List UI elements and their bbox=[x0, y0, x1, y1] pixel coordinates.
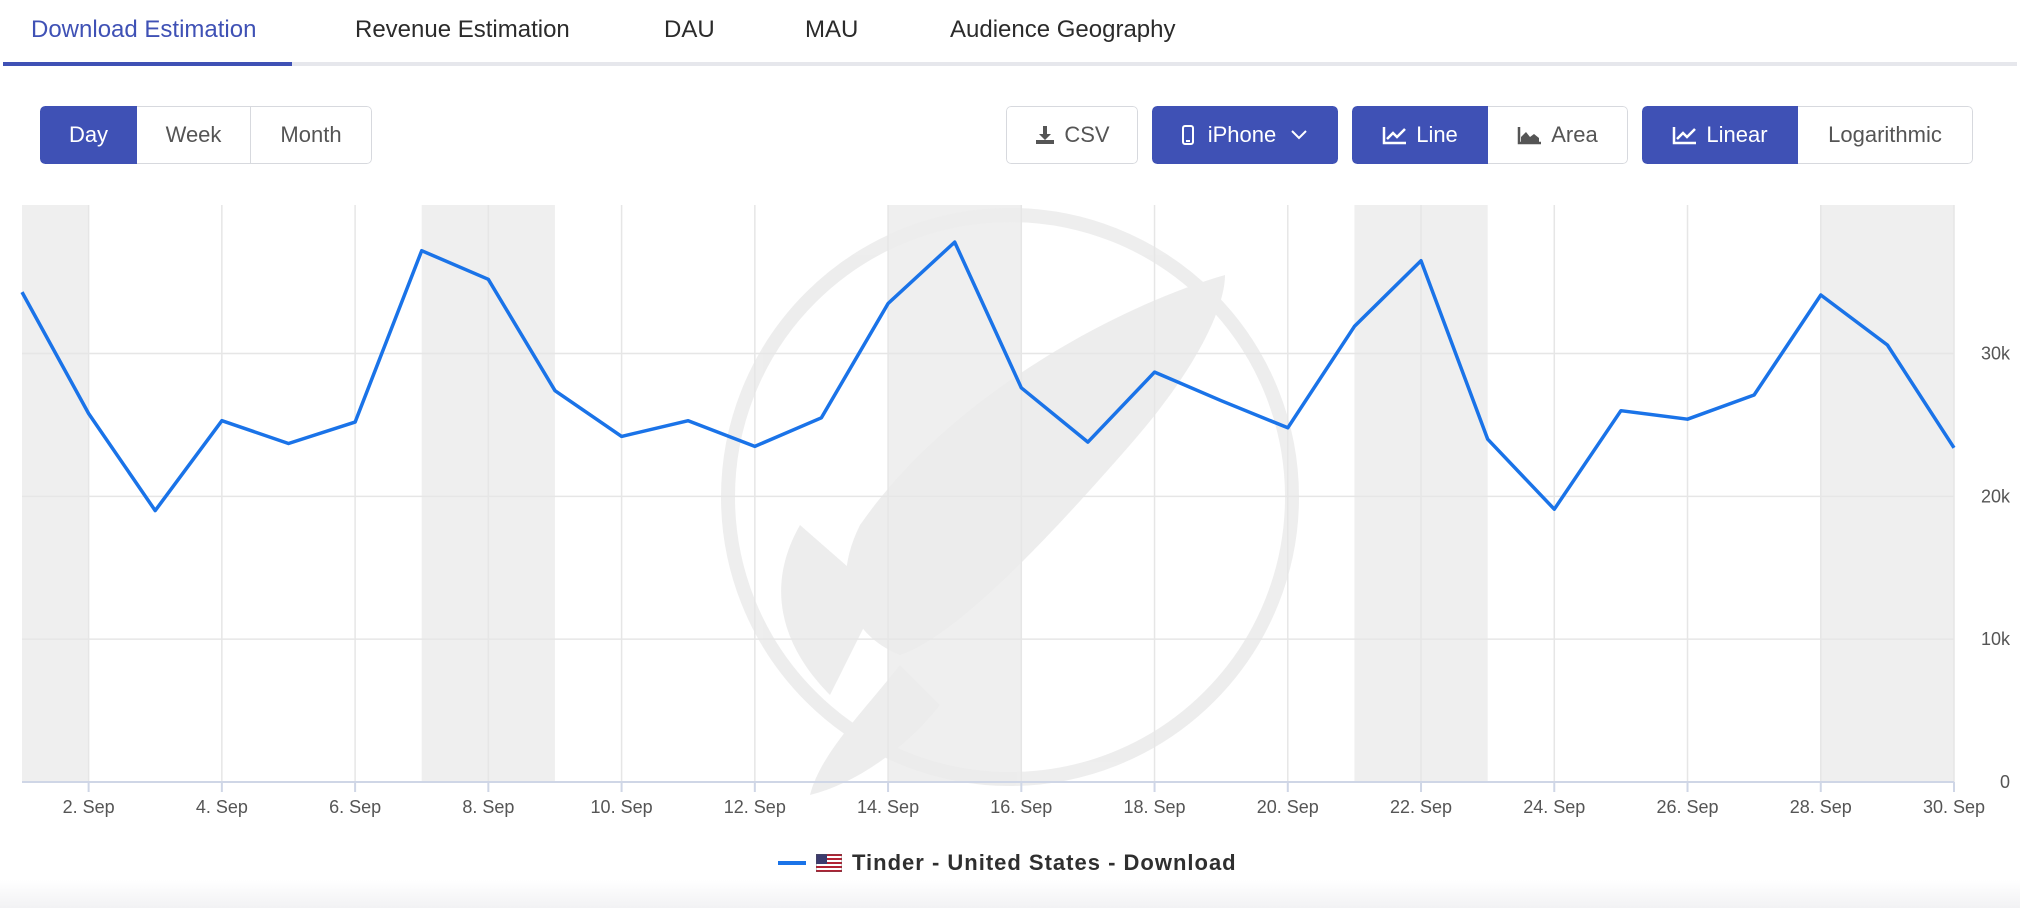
line-chart-icon bbox=[1382, 125, 1408, 145]
us-flag-icon bbox=[816, 854, 842, 872]
area-chart-button[interactable]: Area bbox=[1488, 106, 1628, 164]
scale-toggle-group: Linear Logarithmic bbox=[1642, 106, 1973, 164]
x-tick-label: 26. Sep bbox=[1656, 797, 1718, 817]
y-tick-label: 20k bbox=[1981, 486, 2011, 506]
x-tick-label: 18. Sep bbox=[1124, 797, 1186, 817]
x-tick-label: 20. Sep bbox=[1257, 797, 1319, 817]
footer-shade bbox=[0, 880, 2020, 908]
month-button[interactable]: Month bbox=[251, 106, 372, 164]
chart-type-group: Line Area bbox=[1352, 106, 1628, 164]
active-tab-indicator bbox=[3, 62, 292, 66]
tab-revenue-estimation[interactable]: Revenue Estimation bbox=[355, 16, 570, 43]
y-tick-label: 0 bbox=[2000, 772, 2010, 792]
csv-export-button[interactable]: CSV bbox=[1006, 106, 1138, 164]
grid-lines bbox=[22, 205, 1955, 782]
tab-audience-geography[interactable]: Audience Geography bbox=[950, 16, 1176, 43]
x-tick-label: 28. Sep bbox=[1790, 797, 1852, 817]
weekend-band bbox=[1820, 205, 1954, 782]
download-line-chart: 0 10k 20k 30k 2. Sep 4. Sep 6. Sep 8. Sep 10. S… bbox=[20, 205, 2011, 817]
csv-label: CSV bbox=[1064, 122, 1110, 147]
linear-label: Linear bbox=[1706, 122, 1768, 147]
csv-group: CSV bbox=[1006, 106, 1138, 164]
phone-icon bbox=[1181, 125, 1194, 145]
x-tick-label: 30. Sep bbox=[1923, 797, 1985, 817]
area-chart-icon bbox=[1517, 125, 1543, 145]
line-label: Line bbox=[1416, 122, 1458, 147]
x-tick-label: 12. Sep bbox=[724, 797, 786, 817]
x-tick-label: 22. Sep bbox=[1390, 797, 1452, 817]
tab-download-estimation[interactable]: Download Estimation bbox=[31, 16, 257, 43]
period-toggle-group: Day Week Month bbox=[40, 106, 372, 164]
week-button[interactable]: Week bbox=[137, 106, 251, 164]
series-line-tinder-download bbox=[20, 240, 1956, 513]
y-tick-label: 10k bbox=[1981, 629, 2011, 649]
x-tick-label: 6. Sep bbox=[329, 797, 381, 817]
weekend-band bbox=[22, 205, 89, 782]
chart-legend[interactable]: Tinder - United States - Download bbox=[778, 846, 1237, 880]
device-dropdown-group: iPhone bbox=[1152, 106, 1338, 164]
tab-mau[interactable]: MAU bbox=[805, 16, 859, 43]
x-tick-label: 2. Sep bbox=[63, 797, 115, 817]
logarithmic-scale-button[interactable]: Logarithmic bbox=[1798, 106, 1973, 164]
download-icon bbox=[1034, 124, 1056, 146]
x-tick-label: 16. Sep bbox=[990, 797, 1052, 817]
device-label: iPhone bbox=[1207, 122, 1277, 147]
chevron-down-icon bbox=[1290, 129, 1308, 141]
y-tick-label: 30k bbox=[1981, 344, 2011, 364]
linear-scale-button[interactable]: Linear bbox=[1642, 106, 1798, 164]
y-axis-ticks: 0 10k 20k 30k bbox=[1981, 344, 2011, 792]
x-tick-label: 24. Sep bbox=[1523, 797, 1585, 817]
line-chart-button[interactable]: Line bbox=[1352, 106, 1488, 164]
x-tick-label: 4. Sep bbox=[196, 797, 248, 817]
legend-line-swatch bbox=[778, 861, 806, 865]
x-tick-label: 14. Sep bbox=[857, 797, 919, 817]
tab-bar: Download Estimation Revenue Estimation D… bbox=[3, 0, 2017, 66]
x-tick-label: 10. Sep bbox=[591, 797, 653, 817]
area-label: Area bbox=[1551, 122, 1598, 147]
x-axis-ticks: 2. Sep 4. Sep 6. Sep 8. Sep 10. Sep 12. Sep 14… bbox=[63, 782, 1985, 817]
legend-series-name: Tinder - United States - Download bbox=[852, 850, 1237, 875]
tab-dau[interactable]: DAU bbox=[664, 16, 715, 43]
day-button[interactable]: Day bbox=[40, 106, 137, 164]
line-chart-icon bbox=[1672, 125, 1698, 145]
device-dropdown[interactable]: iPhone bbox=[1152, 106, 1338, 164]
x-tick-label: 8. Sep bbox=[462, 797, 514, 817]
